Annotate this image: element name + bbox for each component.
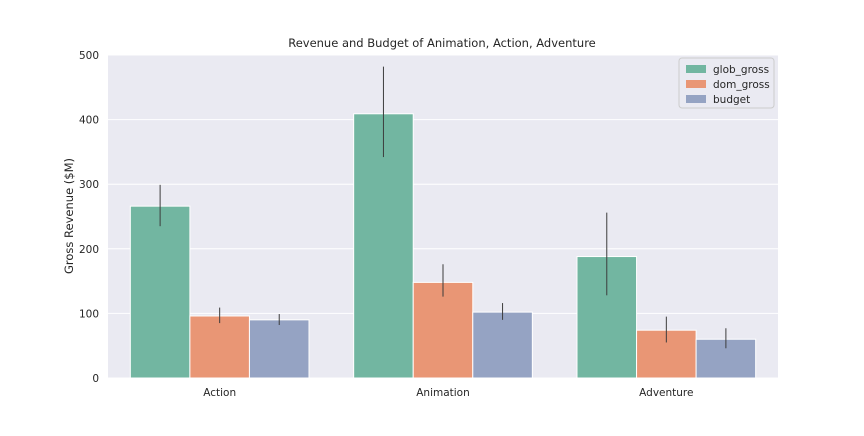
bar-dom_gross-animation [412, 281, 474, 379]
y-axis-label: Gross Revenue ($M) [62, 158, 76, 274]
legend-label-dom_gross: dom_gross [713, 79, 770, 91]
x-tick-label: Animation [416, 387, 470, 399]
bars [129, 113, 757, 379]
y-tick-label: 400 [79, 115, 99, 127]
y-tick-label: 0 [92, 373, 99, 385]
x-tick-label: Adventure [639, 387, 693, 399]
bar-glob_gross-animation [353, 113, 414, 379]
legend-label-budget: budget [713, 94, 750, 106]
y-tick-label: 100 [79, 308, 99, 320]
legend-swatch-glob_gross [686, 65, 706, 73]
y-tick-label: 200 [79, 244, 99, 256]
y-tick-label: 500 [79, 50, 99, 62]
bar-dom_gross-action [189, 315, 250, 379]
error-bars [159, 66, 727, 349]
x-ticks: Action Animation Adventure [203, 387, 693, 399]
legend-swatch-budget [686, 95, 706, 103]
legend-swatch-dom_gross [686, 80, 706, 88]
x-tick-label: Action [203, 387, 236, 399]
legend-label-glob_gross: glob_gross [713, 64, 769, 76]
y-tick-label: 300 [79, 179, 99, 191]
chart-title: Revenue and Budget of Animation, Action,… [288, 36, 596, 50]
bar-budget-animation [472, 311, 533, 379]
y-ticks: 0 100 200 300 400 500 [79, 50, 99, 385]
bar-budget-action [248, 319, 310, 379]
bar-glob_gross-action [129, 205, 191, 379]
